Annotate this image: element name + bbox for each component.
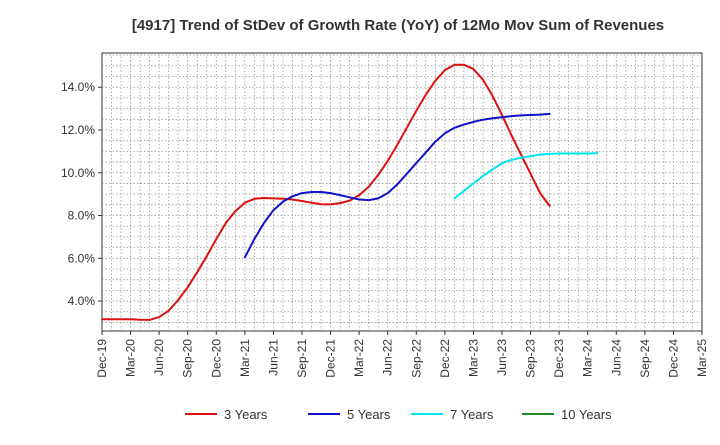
x-tick-label: Dec-21 — [324, 339, 338, 378]
series-lines — [101, 63, 599, 321]
x-axis: Dec-19 Mar-20 Jun-20 Sep-20 Dec-20 Mar-21 Jun-… — [95, 331, 709, 378]
y-tick-label: 12.0% — [61, 123, 95, 137]
y-tick-label: 10.0% — [61, 166, 95, 180]
x-tick-label: Mar-25 — [695, 339, 709, 377]
x-tick-label: Jun-20 — [152, 339, 166, 376]
legend-label: 7 Years — [450, 407, 494, 422]
x-tick-label: Jun-24 — [609, 339, 623, 376]
y-axis: 4.0% 6.0% 8.0% 10.0% 12.0% 14.0% — [61, 80, 102, 308]
plot-frame — [101, 52, 703, 332]
y-tick-label: 14.0% — [61, 80, 95, 94]
plot-area — [101, 52, 703, 332]
chart-title: [4917] Trend of StDev of Growth Rate (Yo… — [132, 17, 664, 34]
x-tick-label: Mar-23 — [466, 339, 480, 377]
x-tick-label: Dec-23 — [552, 339, 566, 378]
y-tick-label: 8.0% — [68, 209, 96, 223]
x-tick-label: Dec-19 — [95, 339, 109, 378]
series-line-3-years — [101, 63, 551, 321]
x-tick-label: Mar-24 — [581, 339, 595, 377]
x-tick-label: Mar-22 — [352, 339, 366, 377]
y-tick-label: 6.0% — [68, 251, 96, 265]
legend-label: 3 Years — [224, 407, 268, 422]
legend-label: 10 Years — [561, 407, 612, 422]
x-tick-label: Mar-20 — [124, 339, 138, 377]
x-tick-label: Jun-22 — [381, 339, 395, 376]
x-tick-label: Sep-24 — [638, 339, 652, 378]
series-line-5-years — [243, 112, 551, 259]
x-tick-label: Dec-24 — [666, 339, 680, 378]
x-tick-label: Mar-21 — [238, 339, 252, 377]
legend: 3 Years 5 Years 7 Years 10 Years — [185, 407, 612, 422]
legend-label: 5 Years — [347, 407, 391, 422]
x-tick-label: Sep-21 — [295, 339, 309, 378]
x-tick-label: Jun-23 — [495, 339, 509, 376]
x-tick-label: Sep-20 — [181, 339, 195, 378]
x-tick-label: Sep-23 — [524, 339, 538, 378]
y-tick-label: 4.0% — [68, 294, 96, 308]
series-line-7-years — [453, 152, 599, 200]
grid — [102, 53, 702, 331]
x-tick-label: Sep-22 — [409, 339, 423, 378]
x-tick-label: Jun-21 — [266, 339, 280, 376]
x-tick-label: Dec-22 — [438, 339, 452, 378]
x-tick-label: Dec-20 — [209, 339, 223, 378]
